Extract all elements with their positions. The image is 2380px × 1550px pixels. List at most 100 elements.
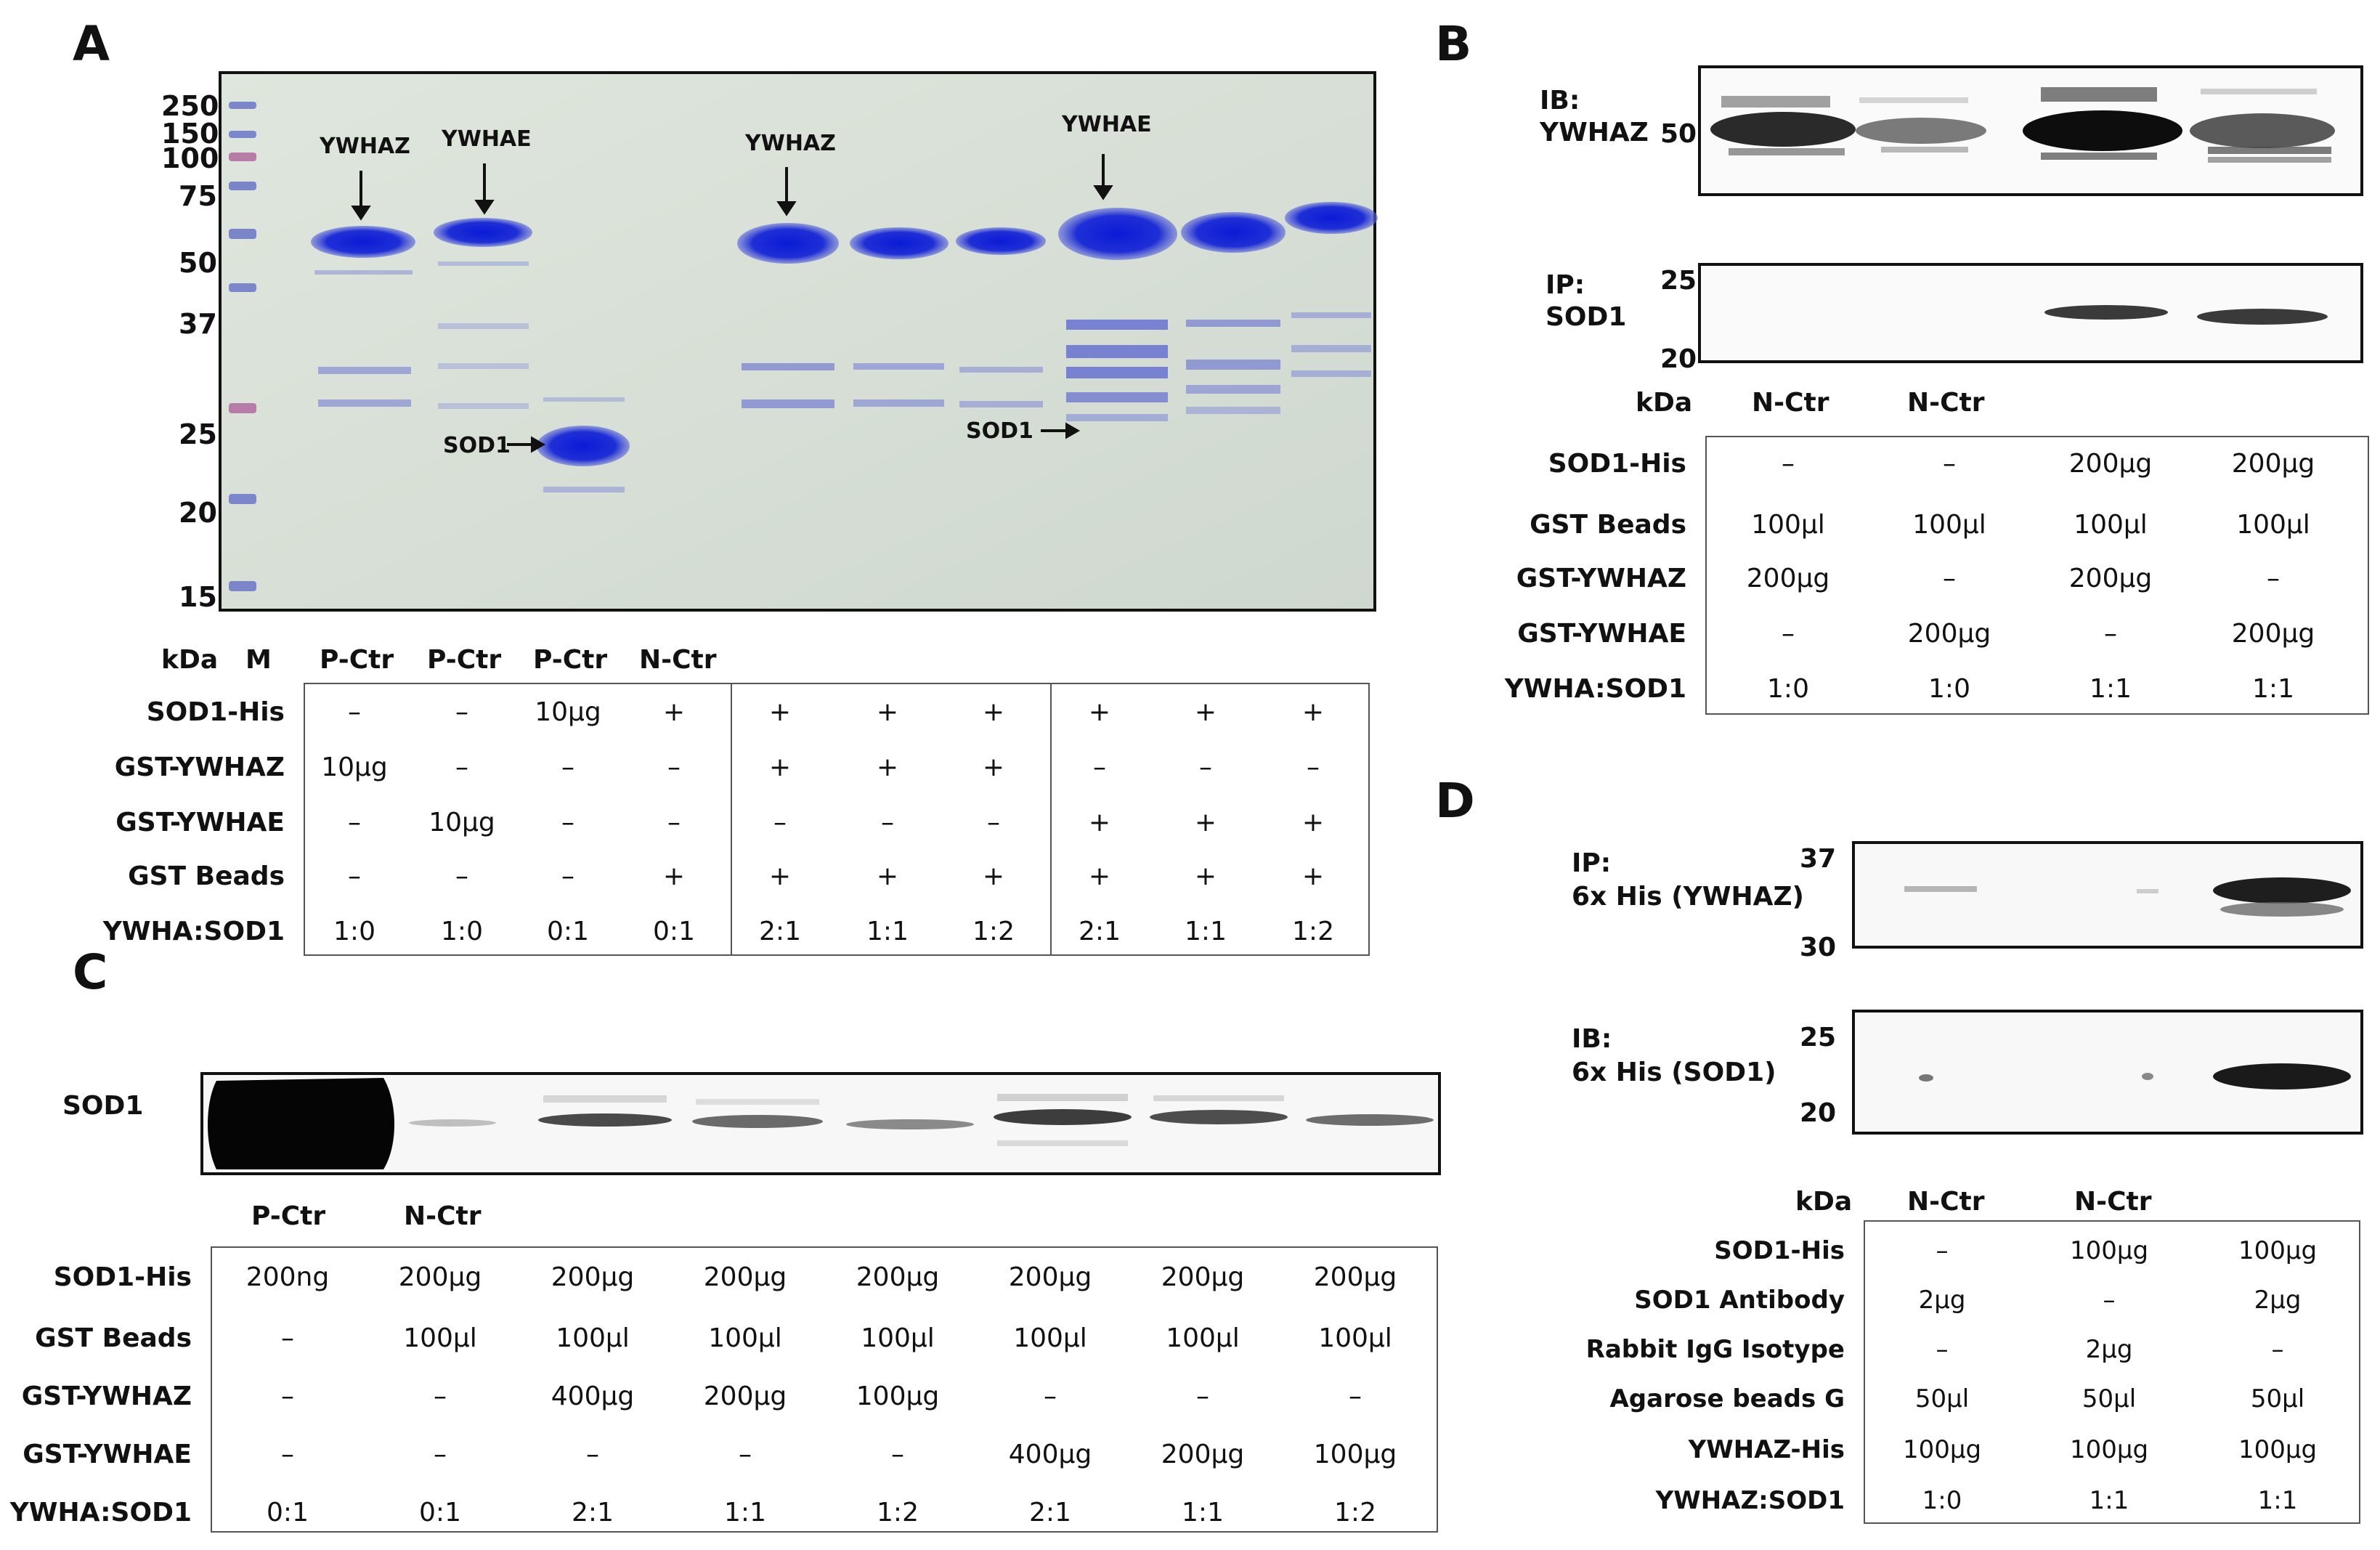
table-cell: +: [876, 697, 899, 727]
table-cell: 100µl: [2236, 510, 2310, 540]
table-row-label: GST Beads: [128, 861, 285, 891]
table-cell: 100µl: [1013, 1323, 1087, 1353]
table-cell: 200µg: [2068, 449, 2153, 479]
table-cell: –: [2267, 564, 2280, 593]
panel-b-blot2-marker-20: 20: [1660, 344, 1697, 374]
table-cell: +: [876, 861, 899, 891]
panel-d-header-nctr-1: N-Ctr: [1907, 1187, 1985, 1217]
panel-b-header-nctr-1: N-Ctr: [1752, 388, 1829, 418]
table-cell: –: [348, 861, 361, 891]
table-cell: 100µl: [708, 1323, 782, 1353]
table-cell: 200µg: [1161, 1262, 1245, 1292]
table-cell: 200µg: [2231, 619, 2315, 649]
panel-a-header-kda: kDa: [161, 645, 219, 675]
panel-a-table-divider-2: [1050, 683, 1052, 954]
table-cell: –: [434, 1381, 447, 1411]
panel-d-blot2-marker-25: 25: [1800, 1023, 1837, 1052]
table-row-label: SOD1-His: [146, 697, 285, 727]
panel-c-table-box: [211, 1246, 1438, 1533]
marker-label-15: 15: [179, 581, 217, 613]
panel-b-blot2-label-line1: IP:: [1546, 270, 1585, 300]
table-cell: 2µg: [2085, 1335, 2133, 1364]
table-cell: +: [1301, 808, 1325, 837]
table-cell: +: [1301, 861, 1325, 891]
marker-label-250: 250: [161, 90, 219, 122]
marker-label-25: 25: [179, 418, 217, 450]
panel-d-blot-ywhaz: [1852, 841, 2363, 949]
table-cell: 1:1: [2089, 674, 2132, 704]
table-cell: –: [1782, 619, 1795, 649]
table-cell: 200µg: [1008, 1262, 1092, 1292]
marker-label-37: 37: [179, 308, 217, 340]
table-cell: –: [1349, 1381, 1362, 1411]
table-row-label: GST-YWHAE: [115, 808, 285, 837]
table-cell: +: [662, 697, 686, 727]
table-cell: 0:1: [653, 917, 695, 946]
table-cell: 1:1: [1182, 1498, 1224, 1527]
table-cell: 200ng: [245, 1262, 330, 1292]
table-cell: 100µg: [2069, 1435, 2149, 1464]
table-row-label: SOD1-His: [1714, 1236, 1845, 1265]
table-cell: 200µg: [1313, 1262, 1397, 1292]
table-cell: 2:1: [759, 917, 801, 946]
table-cell: –: [1044, 1381, 1057, 1411]
panel-a-header-m: M: [245, 645, 272, 675]
table-cell: 400µg: [1008, 1440, 1092, 1469]
panel-a-header-pctr-2: P-Ctr: [427, 645, 502, 675]
table-cell: 10µg: [321, 752, 388, 782]
table-cell: 1:0: [1922, 1486, 1962, 1515]
arrow-label-ywhaz-1: YWHAZ: [320, 134, 410, 159]
panel-a-header-nctr: N-Ctr: [639, 645, 717, 675]
table-cell: –: [561, 752, 574, 782]
panel-a-table-box: [304, 683, 1370, 956]
table-row-label: GST-YWHAE: [23, 1440, 192, 1469]
table-cell: 200µg: [856, 1262, 940, 1292]
marker-label-100: 100: [161, 142, 219, 174]
table-cell: 1:2: [1334, 1498, 1376, 1527]
table-cell: –: [434, 1440, 447, 1469]
panel-b-blot-sod1: [1698, 263, 2363, 363]
table-cell: 200µg: [2231, 449, 2315, 479]
table-cell: +: [768, 697, 792, 727]
table-row-label: GST Beads: [1530, 510, 1686, 540]
arrow-label-ywhae-2: YWHAE: [1062, 112, 1152, 137]
table-cell: –: [987, 808, 1000, 837]
table-cell: 200µg: [1907, 619, 1991, 649]
panel-c-blot-label: SOD1: [62, 1091, 144, 1121]
table-cell: 1:2: [877, 1498, 919, 1527]
table-row-label: GST-YWHAE: [1517, 619, 1686, 649]
table-cell: 1:0: [333, 917, 375, 946]
panel-c-header-pctr: P-Ctr: [251, 1201, 326, 1231]
panel-b-blot1-label-line1: IB:: [1540, 86, 1580, 115]
table-cell: 100µg: [1313, 1440, 1397, 1469]
table-cell: –: [2103, 1286, 2116, 1315]
table-row-label: GST-YWHAZ: [21, 1381, 192, 1411]
table-cell: –: [2271, 1335, 2284, 1364]
table-cell: +: [982, 752, 1005, 782]
table-cell: –: [881, 808, 894, 837]
table-cell: –: [455, 861, 468, 891]
table-cell: 2µg: [1918, 1286, 1966, 1315]
table-row-label: YWHAZ-His: [1688, 1435, 1845, 1464]
table-cell: 1:0: [1928, 674, 1970, 704]
table-row-label: YWHA:SOD1: [102, 917, 285, 946]
table-cell: 200µg: [703, 1381, 787, 1411]
table-cell: 400µg: [551, 1381, 635, 1411]
table-row-label: YWHAZ:SOD1: [1655, 1486, 1845, 1515]
table-row-label: SOD1 Antibody: [1634, 1286, 1845, 1315]
table-cell: –: [348, 697, 361, 727]
table-cell: –: [455, 697, 468, 727]
table-cell: –: [455, 752, 468, 782]
arrow-label-sod1-1: SOD1: [443, 433, 511, 458]
arrow-label-ywhae-1: YWHAE: [442, 126, 532, 152]
table-cell: 50µl: [2250, 1384, 2305, 1413]
table-cell: 1:0: [1767, 674, 1809, 704]
panel-b-blot1-label-line2: YWHAZ: [1540, 118, 1649, 147]
table-cell: –: [739, 1440, 752, 1469]
panel-d-blot2-label-line2: 6x His (SOD1): [1572, 1058, 1776, 1087]
table-cell: 200µg: [2068, 564, 2153, 593]
arrow-label-ywhaz-2: YWHAZ: [745, 131, 836, 156]
table-cell: 100µl: [861, 1323, 935, 1353]
table-row-label: Rabbit IgG Isotype: [1585, 1335, 1845, 1364]
table-cell: –: [1307, 752, 1320, 782]
